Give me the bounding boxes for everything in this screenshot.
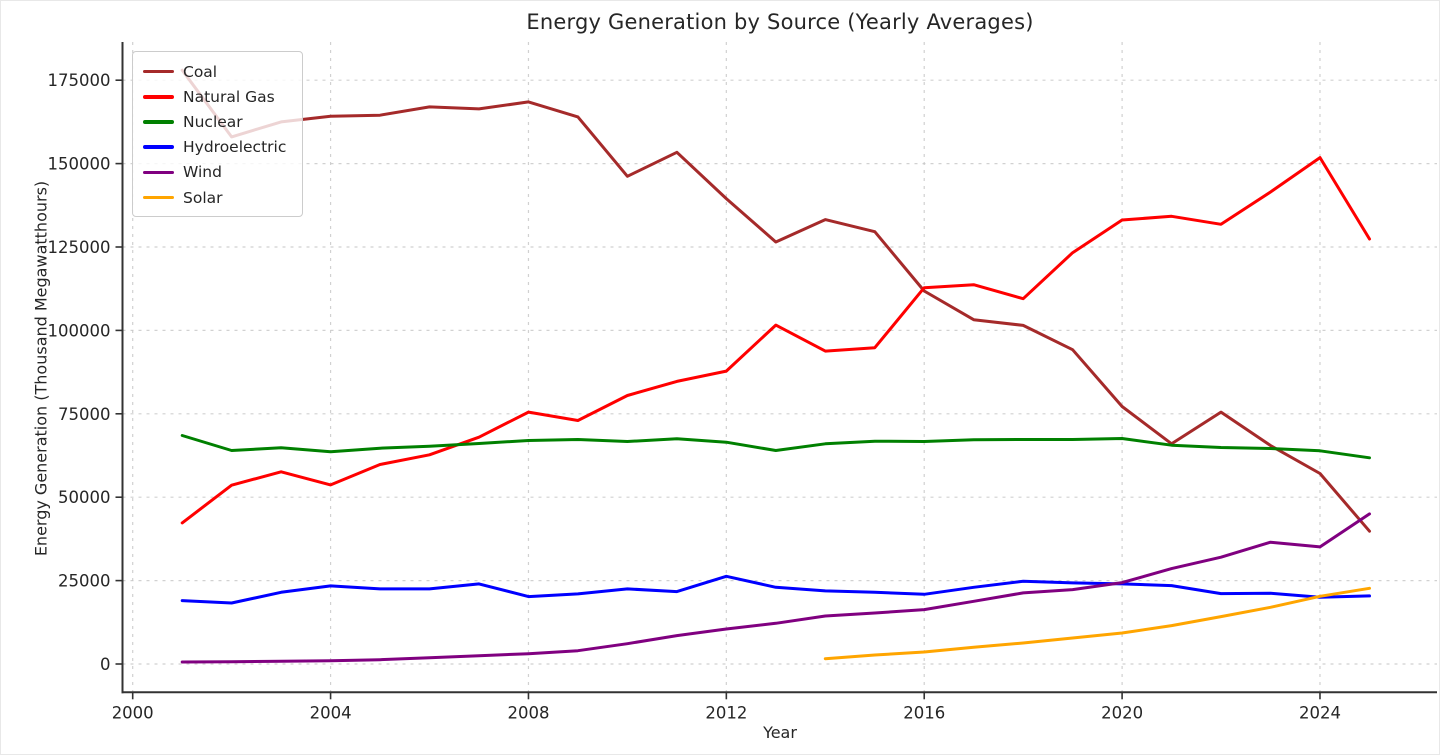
series-line-coal xyxy=(180,68,1371,533)
legend-label-wind: Wind xyxy=(183,163,222,182)
legend-item-wind: Wind xyxy=(133,160,302,185)
y-tick-label-25000: 25000 xyxy=(58,572,111,591)
x-tick-label-2000: 2000 xyxy=(112,703,154,722)
y-tick-label-0: 0 xyxy=(100,655,111,674)
series-line-nuclear xyxy=(180,434,1371,460)
x-tick-label-2020: 2020 xyxy=(1101,703,1143,722)
series-line-hydroelectric xyxy=(180,574,1371,605)
legend-item-solar: Solar xyxy=(133,185,302,210)
x-tick-label-2016: 2016 xyxy=(903,703,945,722)
chart-title: Energy Generation by Source (Yearly Aver… xyxy=(526,10,1034,34)
y-axis-label: Energy Generation (Thousand Megawatthour… xyxy=(31,180,51,557)
x-tick-label-2004: 2004 xyxy=(310,703,352,722)
x-tick-label-2012: 2012 xyxy=(705,703,747,722)
legend-label-coal: Coal xyxy=(183,62,218,81)
y-tick-label-150000: 150000 xyxy=(48,155,111,174)
y-tick-label-50000: 50000 xyxy=(58,488,111,507)
nuclear-line-swatch xyxy=(143,120,174,124)
legend-label-solar: Solar xyxy=(183,188,223,207)
y-tick-label-100000: 100000 xyxy=(48,321,111,340)
legend-label-natural-gas: Natural Gas xyxy=(183,87,275,106)
legend-item-coal: Coal xyxy=(133,59,302,84)
wind-line-swatch xyxy=(143,170,174,175)
legend: Coal Natural Gas Nuclear Hydroelectric W… xyxy=(132,51,303,218)
coal-line-swatch xyxy=(143,69,174,74)
x-tick-label-2024: 2024 xyxy=(1299,703,1341,722)
legend-label-hydroelectric: Hydroelectric xyxy=(183,138,287,157)
solar-line-swatch xyxy=(143,195,174,200)
legend-label-nuclear: Nuclear xyxy=(183,112,243,131)
x-axis-label: Year xyxy=(763,723,797,742)
y-tick-label-125000: 125000 xyxy=(48,238,111,257)
legend-item-hydroelectric: Hydroelectric xyxy=(133,135,302,160)
legend-item-nuclear: Nuclear xyxy=(133,109,302,134)
x-tick-label-2008: 2008 xyxy=(507,703,549,722)
series-line-wind xyxy=(180,512,1371,664)
natural-gas-line-swatch xyxy=(143,95,174,99)
y-tick-label-75000: 75000 xyxy=(58,405,111,424)
series-line-natural-gas xyxy=(180,156,1371,525)
legend-item-natural-gas: Natural Gas xyxy=(133,84,302,109)
hydroelectric-line-swatch xyxy=(143,145,174,149)
y-tick-label-175000: 175000 xyxy=(48,71,111,90)
series-line-solar xyxy=(823,586,1371,661)
